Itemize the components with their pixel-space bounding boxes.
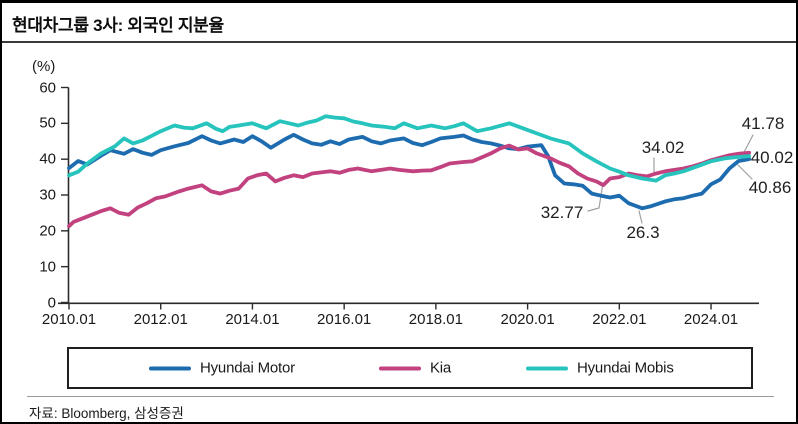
x-tick-label-2016.01: 2016.01 [317, 311, 372, 328]
y-axis-unit-label: (%) [32, 58, 56, 75]
chart-title: 현대차그룹 3사: 외국인 지분율 [12, 16, 224, 35]
annotation-41.78: 41.78 [741, 114, 785, 133]
series-line-kia [67, 143, 751, 229]
x-tick-label-2022.01: 2022.01 [592, 311, 647, 328]
legend-label: Hyundai Mobis [577, 359, 674, 377]
legend-item-hyundai-mobis: Hyundai Mobis [526, 360, 674, 377]
legend-item-hyundai-motor: Hyundai Motor [149, 360, 295, 377]
x-tick-label-2024.01: 2024.01 [683, 311, 739, 328]
line-chart [58, 86, 759, 310]
x-tick-label-2020.01: 2020.01 [500, 311, 555, 328]
annotation-26.3: 26.3 [626, 223, 660, 242]
y-tick-label-0: 0 [47, 294, 56, 311]
annotation-40.02: 40.02 [750, 148, 794, 167]
x-tick-label-2014.01: 2014.01 [225, 311, 280, 328]
source-text: 자료: Bloomberg, 삼성증권 [29, 406, 184, 421]
y-tick-label-20: 20 [39, 222, 56, 240]
source-divider [27, 396, 774, 397]
y-tick-label-10: 10 [39, 258, 56, 276]
legend-swatch-icon [379, 366, 421, 370]
legend-swatch-icon [526, 366, 568, 370]
y-tick-label-40: 40 [39, 150, 56, 168]
title-divider [2, 41, 796, 43]
x-tick-label-2010.01: 2010.01 [41, 311, 97, 328]
series-line-hyundai-motor [67, 132, 751, 211]
legend-item-kia: Kia [379, 360, 451, 377]
annotation-leader-32.77 [587, 182, 604, 212]
legend-label: Kia [430, 359, 452, 377]
y-tick-label-60: 60 [39, 79, 56, 96]
x-tick-label-2012.01: 2012.01 [133, 311, 188, 328]
annotation-leader-40.86 [737, 164, 753, 180]
annotation-leader-26.3 [638, 210, 643, 224]
x-tick-label-2018.01: 2018.01 [408, 311, 463, 328]
legend: Hyundai Motor Kia Hyundai Mobis [67, 347, 753, 389]
y-tick-label-50: 50 [39, 114, 56, 132]
y-tick-label-30: 30 [39, 186, 56, 204]
annotation-40.86: 40.86 [748, 178, 792, 197]
legend-label: Hyundai Motor [200, 359, 295, 377]
annotation-32.77: 32.77 [540, 203, 584, 222]
series-line-hyundai-mobis [67, 114, 751, 183]
annotation-34.02: 34.02 [641, 138, 685, 157]
legend-swatch-icon [149, 366, 191, 370]
